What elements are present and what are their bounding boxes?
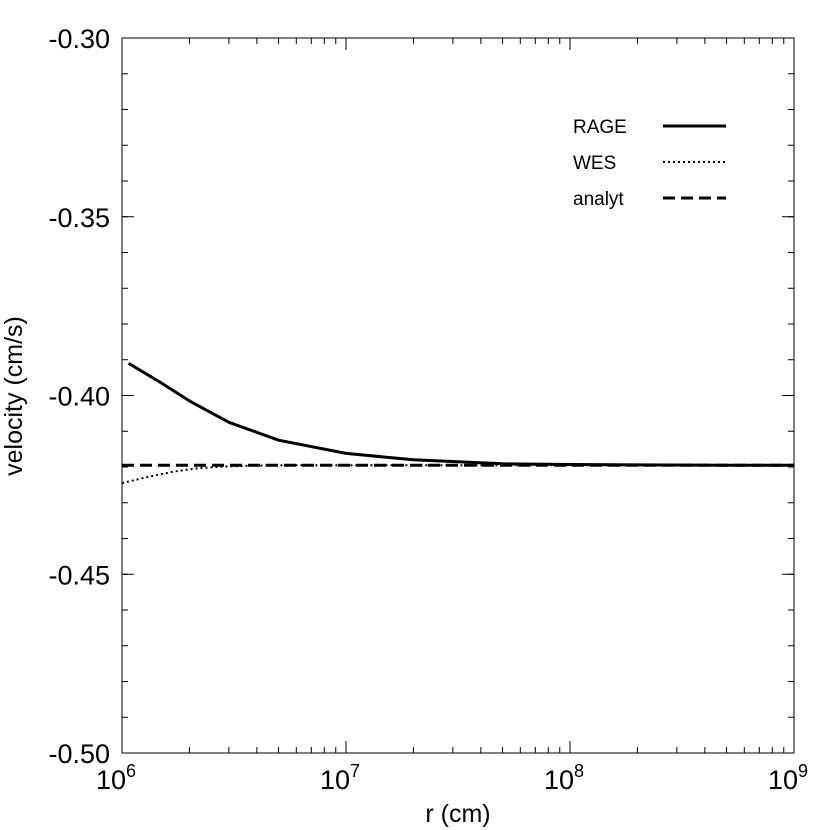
- plot-frame: [121, 37, 795, 754]
- y-axis-title: velocity (cm/s): [0, 316, 28, 476]
- legend-label: WES: [573, 153, 616, 174]
- x-tick-label: 108: [544, 761, 584, 795]
- y-tick-label: -0.30: [48, 24, 110, 54]
- y-tick-label: -0.40: [48, 382, 110, 412]
- x-axis-title: r (cm): [425, 800, 490, 828]
- y-tick-label: -0.45: [48, 560, 110, 590]
- major-ticks: [121, 37, 795, 754]
- legend: RAGE WES analyt: [573, 117, 726, 210]
- series-lines: [121, 362, 794, 485]
- x-tick-label: 109: [768, 761, 808, 795]
- legend-label: RAGE: [573, 117, 627, 138]
- y-tick-label: -0.35: [48, 203, 110, 233]
- x-tick-labels: 106 107 108 109: [96, 761, 808, 795]
- y-tick-labels: -0.30 -0.35 -0.40 -0.45 -0.50: [48, 24, 110, 769]
- series-line-wes: [121, 464, 794, 485]
- series-line-rage: [127, 362, 794, 467]
- x-tick-label: 107: [320, 761, 360, 795]
- minor-ticks: [122, 37, 794, 754]
- y-tick-label: -0.50: [48, 739, 110, 769]
- legend-label: analyt: [573, 189, 624, 210]
